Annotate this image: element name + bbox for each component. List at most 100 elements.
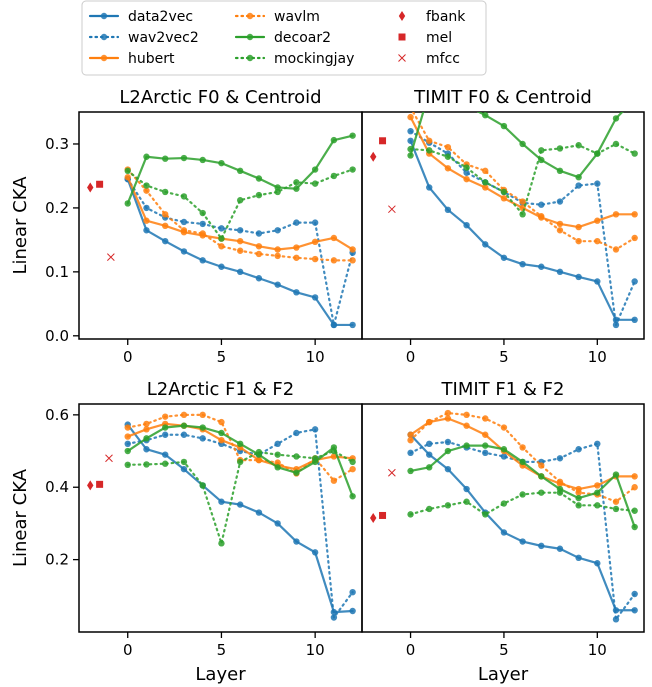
series-mockingjay — [407, 140, 638, 218]
legend-label-mfcc: mfcc — [426, 51, 460, 67]
plot-area — [87, 411, 356, 621]
panel-timit-f1-f2: TIMIT F1 & F2 0 5 10 Layer — [361, 379, 645, 685]
x-tick-label: 10 — [306, 641, 325, 659]
data-point-wav2vec2 — [407, 127, 414, 135]
data-point-wav2vec2 — [556, 455, 564, 462]
data-point-wavlm — [124, 424, 131, 431]
data-point-mockingjay — [463, 164, 470, 171]
data-point-data2vec — [311, 549, 319, 556]
y-tick-label: 0.4 — [45, 478, 69, 496]
data-point-mockingjay — [255, 448, 263, 456]
data-point-wavlm — [293, 254, 300, 261]
data-point-hubert — [143, 426, 150, 433]
series-fbank — [87, 480, 94, 491]
data-point-mockingjay — [631, 507, 638, 514]
data-point-mel — [96, 480, 104, 488]
data-point-mockingjay — [519, 211, 526, 218]
data-point-hubert — [162, 222, 169, 230]
data-point-data2vec — [538, 263, 545, 270]
data-point-mockingjay — [594, 150, 601, 157]
data-point-data2vec — [426, 184, 433, 191]
data-point-mockingjay — [407, 511, 414, 518]
data-point-mel — [96, 180, 104, 188]
data-point-decoar2 — [218, 429, 225, 437]
data-point-mockingjay — [180, 458, 188, 466]
x-axis-title: Layer — [478, 664, 529, 685]
legend-frame — [81, 0, 487, 76]
data-point-data2vec — [575, 273, 582, 281]
data-point-decoar2 — [519, 140, 526, 148]
data-point-wavlm — [218, 243, 225, 250]
plot-frame — [361, 111, 645, 340]
data-point-hubert — [482, 431, 489, 438]
data-point-data2vec — [575, 554, 582, 562]
data-point-hubert — [556, 220, 564, 228]
data-point-wavlm — [218, 418, 225, 426]
data-point-hubert — [124, 174, 131, 181]
data-point-wavlm — [444, 409, 452, 417]
data-point-hubert — [293, 244, 300, 251]
data-point-data2vec — [538, 542, 545, 550]
data-point-mockingjay — [407, 145, 414, 153]
series-mockingjay — [124, 447, 356, 547]
x-tick-label: 10 — [588, 348, 607, 366]
legend-marker-fbank — [398, 11, 406, 21]
data-point-wavlm — [519, 444, 526, 451]
y-tick-label: 0.2 — [45, 551, 69, 569]
data-point-mockingjay — [482, 179, 489, 186]
data-point-decoar2 — [444, 447, 452, 455]
x-tick-label: 10 — [588, 641, 607, 659]
data-point-hubert — [631, 211, 638, 218]
data-point-wav2vec2 — [143, 204, 150, 212]
data-point-decoar2 — [426, 464, 433, 471]
data-point-decoar2 — [199, 156, 206, 164]
panel-timit-f0-centroid: TIMIT F0 & Centroid 0 5 10 — [361, 87, 645, 366]
data-point-wav2vec2 — [311, 426, 319, 433]
data-point-data2vec — [180, 465, 188, 473]
panel-l2arctic-f0-centroid: L2Arctic F0 & Centroid 0 5 10 0.0 0.1 0.2 0.3 Li… — [10, 87, 363, 366]
series-fbank — [87, 182, 94, 193]
x-tick-label: 5 — [217, 348, 227, 366]
data-point-mockingjay — [556, 489, 564, 496]
data-point-data2vec — [349, 321, 356, 329]
data-point-mockingjay — [255, 191, 263, 199]
series-mel — [379, 511, 387, 519]
data-point-mockingjay — [199, 209, 206, 217]
data-point-decoar2 — [162, 155, 169, 162]
data-point-fbank — [370, 151, 377, 162]
data-point-mockingjay — [444, 502, 452, 509]
legend: data2vec wav2vec2 hubert wavlm decoar2 mockin… — [81, 0, 487, 76]
data-point-data2vec — [463, 221, 470, 229]
data-point-mockingjay — [199, 482, 206, 489]
data-point-data2vec — [349, 607, 356, 615]
data-point-hubert — [612, 211, 620, 218]
data-point-wavlm — [199, 411, 206, 419]
y-tick-label: 0.2 — [45, 199, 69, 217]
data-point-data2vec — [519, 260, 526, 268]
data-point-wavlm — [349, 465, 356, 473]
data-point-hubert — [407, 113, 414, 121]
data-point-decoar2 — [236, 167, 244, 175]
data-point-wav2vec2 — [612, 321, 620, 329]
series-decoar2 — [124, 132, 356, 207]
data-point-data2vec — [236, 268, 244, 276]
data-point-mel — [379, 137, 387, 145]
data-point-wav2vec2 — [199, 435, 206, 442]
data-point-wav2vec2 — [463, 169, 470, 176]
legend-label-wavlm: wavlm — [274, 9, 320, 25]
data-point-mockingjay — [538, 489, 545, 496]
legend-label-mel: mel — [426, 30, 452, 46]
x-tick-label: 0 — [123, 641, 133, 659]
y-axis-title: Linear CKA — [10, 468, 31, 567]
data-point-mockingjay — [180, 193, 188, 200]
data-point-mockingjay — [236, 458, 244, 466]
data-point-wav2vec2 — [482, 449, 489, 457]
legend-item-fbank: fbank — [398, 9, 466, 25]
data-point-hubert — [236, 237, 244, 245]
series-hubert — [124, 174, 356, 253]
data-point-wavlm — [236, 247, 244, 254]
data-point-wavlm — [330, 257, 338, 264]
data-point-wavlm — [180, 227, 188, 234]
series-wavlm — [124, 166, 356, 264]
